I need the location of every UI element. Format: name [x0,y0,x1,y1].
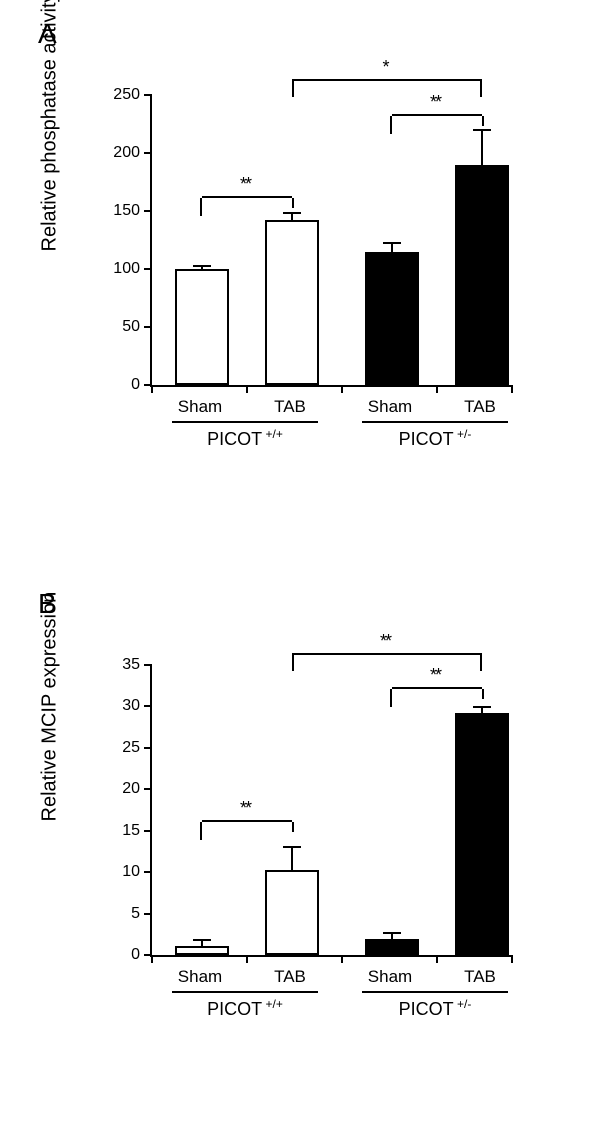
significance-label: * [382,57,387,78]
y-tick-label: 100 [113,260,140,278]
bar-rect [365,939,419,955]
y-tick [144,913,152,915]
bar [455,95,509,385]
significance-bracket [292,79,482,97]
group-label: PICOT +/- [399,997,472,1020]
group-label: PICOT +/+ [207,997,283,1020]
error-bar [291,847,293,869]
y-tick-label: 50 [122,318,140,336]
group-underline [172,991,318,993]
y-tick-label: 0 [131,946,140,964]
error-bar [291,213,293,220]
x-tick [246,385,248,393]
error-cap [193,939,211,941]
y-tick-label: 15 [122,822,140,840]
x-category-label: Sham [178,967,222,987]
x-tick [511,955,513,963]
x-tick [341,385,343,393]
x-tick [341,955,343,963]
y-tick-label: 30 [122,697,140,715]
error-cap [283,846,301,848]
x-category-label: Sham [368,967,412,987]
significance-label: ** [240,174,250,195]
x-category-label: TAB [274,397,306,417]
bar-rect [175,946,229,955]
error-cap [193,265,211,267]
y-tick [144,705,152,707]
y-tick [144,747,152,749]
y-tick-label: 250 [113,86,140,104]
bar [365,95,419,385]
x-tick [246,955,248,963]
bar-rect [175,269,229,385]
significance-bracket [392,114,482,132]
bar-rect [365,252,419,385]
group-underline [362,991,508,993]
y-tick [144,94,152,96]
y-tick-label: 5 [131,905,140,923]
significance-label: ** [430,665,440,686]
y-tick [144,326,152,328]
error-bar [391,244,393,252]
x-category-label: TAB [464,397,496,417]
panel-a: ARelative phosphatase activity0501001502… [0,10,596,550]
y-tick [144,664,152,666]
bar-rect [455,165,509,385]
error-cap [473,706,491,708]
significance-label: ** [240,798,250,819]
bar-rect [265,870,319,955]
y-tick-label: 200 [113,144,140,162]
error-bar [481,130,483,165]
x-category-label: TAB [464,967,496,987]
error-cap [383,242,401,244]
y-tick [144,871,152,873]
plot-area: 05101520253035 [150,665,512,957]
bar [365,665,419,955]
significance-label: ** [380,631,390,652]
significance-bracket [292,653,482,671]
group-label: PICOT +/- [399,427,472,450]
y-tick-label: 25 [122,739,140,757]
y-tick [144,268,152,270]
significance-bracket [202,196,292,214]
error-cap [383,932,401,934]
x-category-label: Sham [368,397,412,417]
significance-bracket [202,820,292,838]
y-tick [144,210,152,212]
y-tick [144,152,152,154]
x-tick [151,385,153,393]
bar [265,95,319,385]
group-underline [172,421,318,423]
x-tick [511,385,513,393]
bar [175,95,229,385]
significance-label: ** [430,92,440,113]
bar-rect [455,713,509,955]
x-tick [436,955,438,963]
y-tick [144,788,152,790]
bar [455,665,509,955]
y-tick-label: 35 [122,656,140,674]
y-tick-label: 20 [122,780,140,798]
x-tick [151,955,153,963]
plot-area: 050100150200250 [150,95,512,387]
y-tick [144,830,152,832]
panel-b: BRelative MCIP expression05101520253035S… [0,580,596,1120]
y-axis-label: Relative phosphatase activity [39,232,62,252]
y-axis-label: Relative MCIP expression [39,802,62,822]
x-category-label: TAB [274,967,306,987]
bar-rect [265,220,319,385]
x-tick [436,385,438,393]
y-tick-label: 150 [113,202,140,220]
bar [265,665,319,955]
group-underline [362,421,508,423]
significance-bracket [392,687,482,705]
bar [175,665,229,955]
y-tick-label: 10 [122,863,140,881]
x-category-label: Sham [178,397,222,417]
group-label: PICOT +/+ [207,427,283,450]
y-tick-label: 0 [131,376,140,394]
